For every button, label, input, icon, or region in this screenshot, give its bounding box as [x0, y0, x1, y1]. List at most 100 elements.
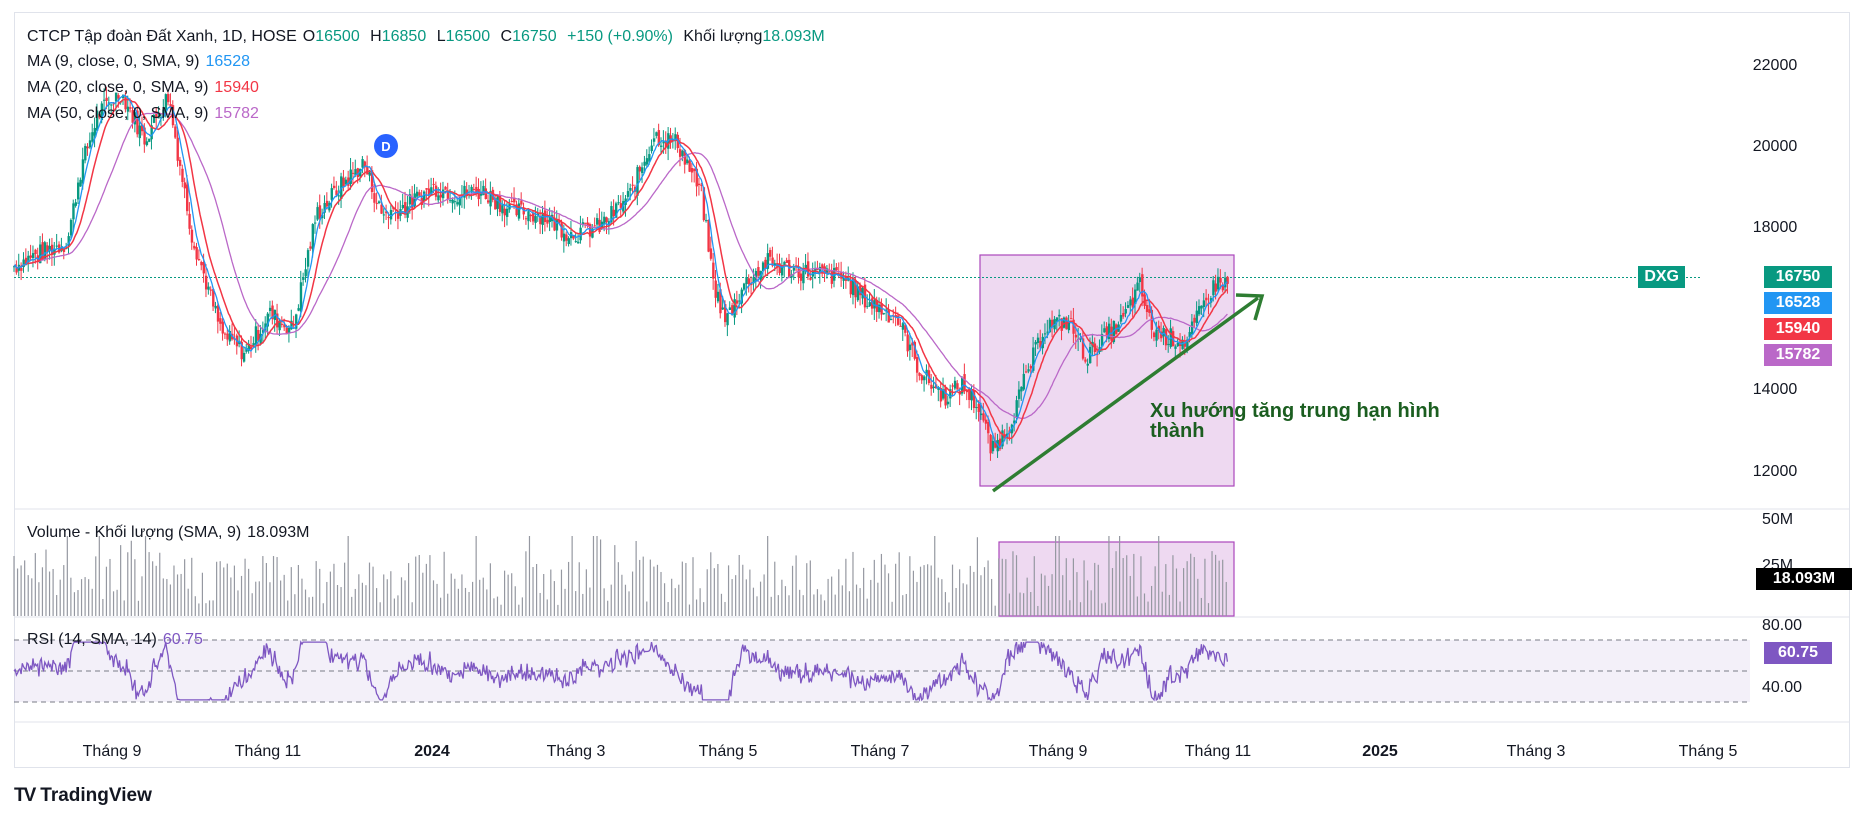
candle-body — [1051, 319, 1054, 328]
candle-body — [105, 97, 108, 101]
candle-body — [361, 159, 364, 168]
candle-body — [908, 344, 912, 351]
candle-body — [1060, 318, 1063, 331]
candle-body — [318, 205, 322, 219]
candle-body — [169, 104, 172, 107]
candle-body — [975, 407, 978, 409]
candle-body — [1081, 338, 1085, 359]
candle-body — [167, 94, 170, 103]
candle-body — [155, 111, 158, 118]
candle-body — [1079, 337, 1082, 340]
rsi-legend[interactable]: RSI (14, SMA, 14) 60.75 — [27, 630, 209, 650]
candle-body — [1145, 305, 1149, 313]
candle-body — [1221, 284, 1225, 291]
candle-body — [1048, 319, 1052, 333]
ma9-line — [13, 94, 1228, 449]
candle-body — [897, 315, 900, 325]
candle-body — [216, 305, 220, 322]
candle-body — [517, 203, 521, 219]
candle-body — [970, 390, 973, 401]
candle-body — [1162, 327, 1165, 337]
candle-body — [560, 223, 563, 238]
candle-body — [245, 348, 248, 352]
candle-body — [915, 357, 919, 373]
ma50-price-tag: 15782 — [1764, 344, 1832, 366]
candle-body — [911, 342, 914, 346]
candle-body — [650, 145, 653, 152]
candle-body — [1103, 328, 1106, 333]
candle-body — [396, 211, 400, 219]
candle-body — [1070, 318, 1073, 320]
candle-body — [140, 124, 144, 132]
candle-body — [100, 103, 104, 121]
candle-body — [887, 310, 890, 323]
candle-body — [534, 216, 537, 223]
ma9-legend[interactable]: MA (9, close, 0, SMA, 9) 16528 — [27, 52, 256, 72]
candle-body — [472, 188, 476, 190]
candle-body — [411, 196, 414, 209]
chart-frame[interactable] — [14, 12, 1850, 768]
candle-body — [240, 341, 243, 360]
candle-body — [287, 327, 291, 334]
candle-body — [152, 114, 156, 123]
candle-body — [932, 386, 935, 389]
candle-body — [614, 203, 618, 218]
candle-body — [1058, 314, 1061, 317]
candle-body — [131, 110, 134, 123]
candle-body — [434, 185, 438, 197]
candle-body — [690, 168, 694, 173]
time-tick-8: 2025 — [1362, 743, 1398, 760]
rsi-tick-40: 40.00 — [1762, 679, 1802, 696]
candle-body — [987, 421, 990, 434]
candle-body — [799, 273, 803, 281]
candle-body — [515, 204, 518, 216]
candle-body — [1193, 317, 1196, 323]
candle-body — [22, 259, 25, 268]
ma50-legend[interactable]: MA (50, close, 0, SMA, 9) 15782 — [27, 104, 265, 124]
candle-body — [451, 199, 454, 204]
candle-body — [927, 370, 931, 384]
ma20-legend[interactable]: MA (20, close, 0, SMA, 9) 15940 — [27, 78, 265, 98]
symbol-tag: DXG — [1638, 266, 1685, 288]
rsi-label: RSI (14, SMA, 14) — [27, 631, 157, 648]
candle-body — [157, 117, 160, 119]
candle-body — [818, 266, 822, 273]
candle-body — [164, 94, 168, 114]
candle-body — [693, 168, 696, 172]
candle-body — [276, 313, 279, 328]
time-tick-1: Tháng 11 — [235, 743, 302, 760]
candle-body — [98, 114, 101, 118]
candle-body — [91, 132, 94, 142]
candle-body — [1195, 310, 1199, 324]
candle-body — [295, 314, 298, 329]
candle-body — [72, 203, 75, 220]
candle-body — [994, 440, 997, 448]
annotation-line1: Xu hướng tăng trung hạn hình — [1150, 400, 1440, 422]
candle-body — [700, 184, 703, 186]
candle-body — [766, 253, 770, 269]
candle-body — [252, 343, 255, 346]
time-tick-10: Tháng 5 — [1679, 743, 1738, 760]
candle-body — [641, 167, 644, 174]
candle-body — [930, 384, 933, 389]
candle-body — [510, 201, 514, 203]
candle-body — [764, 259, 767, 269]
candle-body — [268, 307, 272, 311]
candle-body — [752, 277, 755, 284]
candle-body — [247, 343, 251, 351]
candle-body — [24, 257, 28, 265]
low-value: 16500 — [445, 28, 491, 45]
price-tick-12000: 12000 — [1753, 463, 1798, 480]
candle-body — [757, 267, 760, 276]
candle-body — [686, 159, 689, 164]
volume-tick-50m: 50M — [1762, 511, 1793, 528]
dividend-marker[interactable] — [374, 134, 398, 158]
tradingview-brand[interactable]: TV TradingView — [14, 785, 152, 807]
candle-body — [351, 172, 355, 174]
volume-legend[interactable]: Volume - Khối lượng (SMA, 9) 18.093M — [27, 523, 315, 543]
candle-body — [1181, 339, 1184, 350]
candle-body — [520, 200, 523, 205]
candle-body — [854, 280, 857, 298]
ma50-line — [13, 112, 1228, 420]
